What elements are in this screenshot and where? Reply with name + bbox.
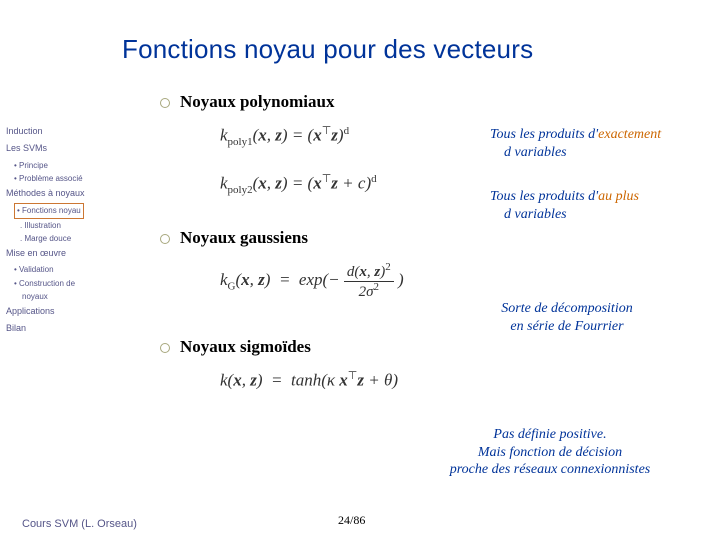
text: Tous les produits d' xyxy=(490,127,598,142)
annotation-sigmoid: Pas définie positive. Mais fonction de d… xyxy=(410,426,690,479)
section-gaussian: Noyaux gaussiens xyxy=(160,228,690,248)
outline-item: • Principe xyxy=(14,159,138,173)
section-sigmoid: Noyaux sigmoïdes xyxy=(160,337,690,357)
section-polynomial: Noyaux polynomiaux xyxy=(160,92,690,112)
outline-item: Bilan xyxy=(6,321,138,336)
text: proche des réseaux connexionnistes xyxy=(450,462,650,477)
section-title-sigm: Noyaux sigmoïdes xyxy=(180,337,311,357)
section-title-gauss: Noyaux gaussiens xyxy=(180,228,308,248)
outline-item: . Marge douce xyxy=(20,232,138,246)
outline-item: • Construction de xyxy=(14,277,138,291)
text: d variables xyxy=(504,207,567,222)
section-title-poly: Noyaux polynomiaux xyxy=(180,92,334,112)
bullet-icon xyxy=(160,343,170,353)
outline-item: noyaux xyxy=(22,290,138,304)
annotation-auplus: Tous les produits d'au plus d variables xyxy=(490,188,639,223)
text: en série de Fourrier xyxy=(510,319,623,334)
annotation-fourier: Sorte de décomposition en série de Fourr… xyxy=(462,300,672,335)
text: Tous les produits d' xyxy=(490,189,598,204)
outline-sidebar: Induction Les SVMs • Principe• Problème as… xyxy=(6,124,138,339)
footer-course: Cours SVM (L. Orseau) xyxy=(22,518,137,530)
annotation-exact: Tous les produits d'exactement d variabl… xyxy=(490,126,661,161)
em-text: exactement xyxy=(598,127,661,142)
bullet-icon xyxy=(160,234,170,244)
formula-gauss: kG(x, z) = exp(− d(x, z)2 2σ2 ) xyxy=(220,262,690,301)
text: Pas définie positive. xyxy=(493,427,606,442)
outline-item: • Problème associé xyxy=(14,172,138,186)
text: Mais fonction de décision xyxy=(478,445,622,460)
page-number: 24/86 xyxy=(338,513,365,528)
outline-item: • Fonctions noyau xyxy=(14,203,138,219)
outline-item: Les SVMs xyxy=(6,141,138,156)
bullet-icon xyxy=(160,98,170,108)
outline-item: Méthodes à noyaux xyxy=(6,186,138,201)
outline-item: Induction xyxy=(6,124,138,139)
formula-sigmoid: k(x, z) = tanh(κ x⊤z + θ) xyxy=(220,369,690,391)
outline-item: . Illustration xyxy=(20,219,138,233)
outline-item: Applications xyxy=(6,304,138,319)
slide-title: Fonctions noyau pour des vecteurs xyxy=(122,34,533,65)
text: Sorte de décomposition xyxy=(501,301,632,316)
outline-item: • Validation xyxy=(14,263,138,277)
outline-item: Mise en œuvre xyxy=(6,246,138,261)
em-text: au plus xyxy=(598,189,639,204)
text: d variables xyxy=(504,145,567,160)
